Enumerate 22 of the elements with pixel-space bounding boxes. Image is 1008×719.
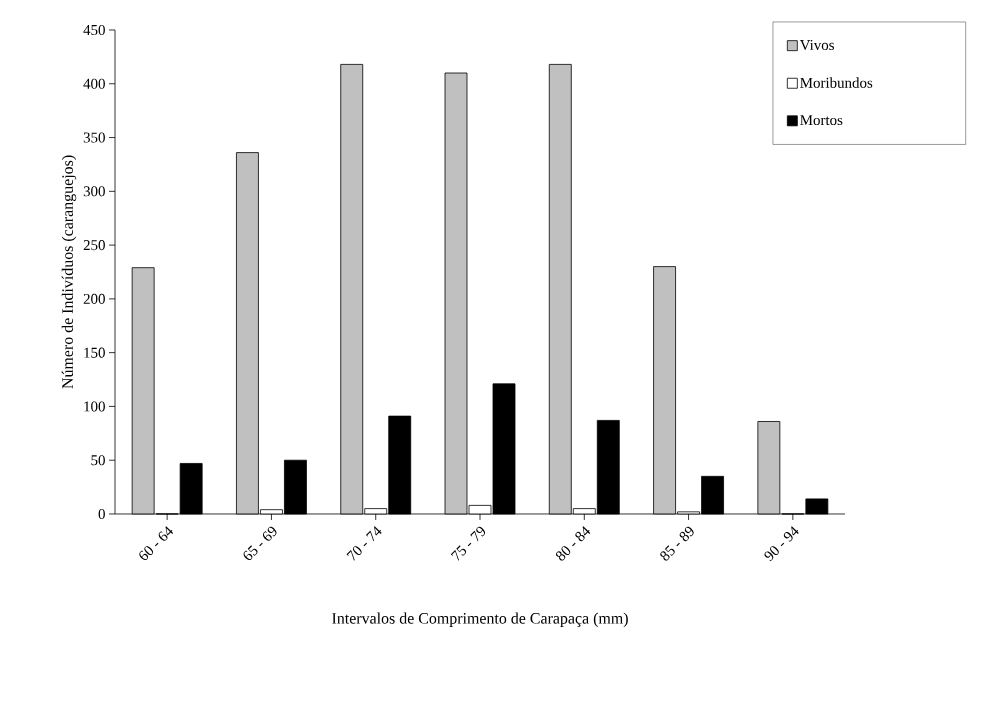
x-tick-label: 70 - 74 bbox=[346, 526, 382, 561]
y-tick-label: 450 bbox=[83, 24, 105, 36]
y-tick-label: 400 bbox=[83, 78, 105, 89]
x-tick-label: 75 - 79 bbox=[450, 526, 486, 561]
x-tick-label: 80 - 84 bbox=[555, 526, 591, 561]
y-tick-label: 300 bbox=[83, 186, 105, 197]
y-tick-label: 50 bbox=[91, 455, 105, 466]
x-axis-title: Intervalos de Comprimento de Carapaça (mm) bbox=[332, 612, 628, 627]
x-tick-label: 90 - 94 bbox=[764, 526, 799, 562]
legend-label: Moribundos bbox=[800, 77, 873, 88]
x-tick-label: 65 - 69 bbox=[243, 526, 277, 561]
y-tick-label: 350 bbox=[83, 132, 105, 143]
legend-label: Vivos bbox=[799, 39, 834, 51]
y-axis-title: Número de Indivíduos (caranguejos) bbox=[61, 155, 77, 389]
x-tick-label: 85 - 89 bbox=[660, 526, 694, 561]
y-tick-label: 200 bbox=[83, 293, 105, 304]
legend-label: Mortos bbox=[800, 115, 843, 126]
y-tick-label: 250 bbox=[83, 240, 105, 251]
x-tick-label: 60 - 64 bbox=[139, 526, 174, 561]
y-tick-label: 100 bbox=[84, 401, 105, 412]
y-tick-label: 0 bbox=[98, 508, 105, 520]
y-tick-label: 150 bbox=[84, 347, 105, 358]
